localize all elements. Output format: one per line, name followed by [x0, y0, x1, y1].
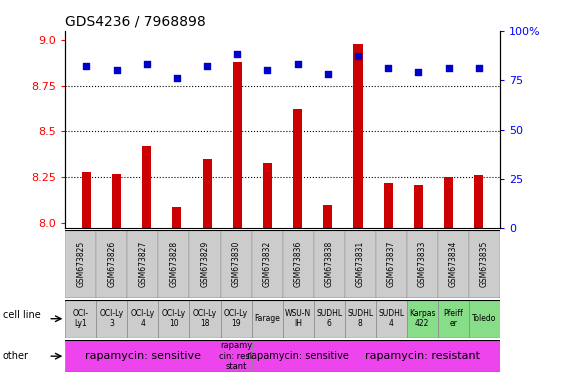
Bar [414, 185, 423, 228]
Text: GSM673831: GSM673831 [356, 241, 365, 287]
Text: SUDHL
4: SUDHL 4 [378, 309, 404, 328]
Text: GSM673826: GSM673826 [107, 241, 116, 287]
Bar [383, 183, 392, 228]
Text: GSM673828: GSM673828 [169, 241, 178, 287]
Bar [252, 300, 283, 338]
Bar [252, 230, 283, 298]
Bar [375, 230, 407, 298]
Text: GSM673835: GSM673835 [480, 241, 489, 287]
Text: GSM673836: GSM673836 [294, 241, 303, 287]
Text: rapamycin: sensitive: rapamycin: sensitive [247, 351, 349, 361]
Bar [407, 230, 438, 298]
Point [263, 67, 272, 73]
Bar [407, 300, 438, 338]
Bar [474, 175, 483, 228]
Bar [97, 300, 127, 338]
Text: GSM673837: GSM673837 [387, 241, 396, 287]
Text: rapamycin: resistant: rapamycin: resistant [365, 351, 480, 361]
Bar [283, 230, 314, 298]
Bar [173, 207, 182, 228]
Bar [283, 300, 314, 338]
Bar [293, 109, 302, 228]
Bar [314, 300, 345, 338]
Bar [233, 62, 242, 228]
Point [323, 71, 332, 77]
Bar [203, 159, 212, 228]
Text: GSM673832: GSM673832 [262, 241, 272, 287]
Bar [142, 146, 151, 228]
Text: OCI-Ly
3: OCI-Ly 3 [100, 309, 124, 328]
Text: GSM673829: GSM673829 [201, 241, 210, 287]
Point [173, 75, 182, 81]
Bar [65, 340, 220, 372]
Text: WSU-N
IH: WSU-N IH [285, 309, 311, 328]
Text: GDS4236 / 7968898: GDS4236 / 7968898 [65, 14, 206, 28]
Point [383, 65, 392, 71]
Point [293, 61, 302, 68]
Bar [323, 205, 332, 228]
Text: GSM673825: GSM673825 [76, 241, 85, 287]
Text: Pfeiff
er: Pfeiff er [444, 309, 463, 328]
Bar [127, 300, 158, 338]
Text: Toledo: Toledo [472, 314, 496, 323]
Text: GSM673834: GSM673834 [449, 241, 458, 287]
Text: Karpas
422: Karpas 422 [409, 309, 436, 328]
Point [142, 61, 151, 68]
Point [82, 63, 91, 70]
Text: OCI-Ly
4: OCI-Ly 4 [131, 309, 155, 328]
Point [414, 69, 423, 75]
Text: GSM673838: GSM673838 [325, 241, 333, 287]
Bar [252, 340, 345, 372]
Text: GSM673827: GSM673827 [139, 241, 148, 287]
Point [474, 65, 483, 71]
Bar [190, 230, 220, 298]
Text: other: other [3, 351, 29, 361]
Text: GSM673833: GSM673833 [417, 241, 427, 287]
Bar [469, 300, 500, 338]
Bar [112, 174, 121, 228]
Text: OCI-
Ly1: OCI- Ly1 [73, 309, 89, 328]
Bar [345, 230, 375, 298]
Text: OCI-Ly
19: OCI-Ly 19 [224, 309, 248, 328]
Bar [97, 230, 127, 298]
Text: SUDHL
8: SUDHL 8 [347, 309, 373, 328]
Bar [375, 300, 407, 338]
Bar [353, 43, 362, 228]
Bar [65, 230, 97, 298]
Text: Farage: Farage [254, 314, 280, 323]
Bar [438, 230, 469, 298]
Bar [444, 177, 453, 228]
Bar [469, 230, 500, 298]
Bar [158, 300, 190, 338]
Text: SUDHL
6: SUDHL 6 [316, 309, 342, 328]
Text: OCI-Ly
10: OCI-Ly 10 [162, 309, 186, 328]
Text: GSM673830: GSM673830 [232, 241, 240, 287]
Bar [345, 340, 500, 372]
Bar [345, 300, 375, 338]
Text: cell line: cell line [3, 310, 40, 320]
Point [112, 67, 121, 73]
Point [233, 51, 242, 58]
Bar [220, 340, 252, 372]
Bar [82, 172, 91, 228]
Point [203, 63, 212, 70]
Text: rapamycin: sensitive: rapamycin: sensitive [85, 351, 201, 361]
Point [444, 65, 453, 71]
Bar [158, 230, 190, 298]
Text: rapamy
cin: resi
stant: rapamy cin: resi stant [219, 341, 253, 371]
Bar [220, 300, 252, 338]
Bar [127, 230, 158, 298]
Bar [190, 300, 220, 338]
Bar [220, 230, 252, 298]
Bar [314, 230, 345, 298]
Text: OCI-Ly
18: OCI-Ly 18 [193, 309, 217, 328]
Bar [263, 162, 272, 228]
Bar [65, 300, 97, 338]
Bar [438, 300, 469, 338]
Point [353, 53, 362, 60]
